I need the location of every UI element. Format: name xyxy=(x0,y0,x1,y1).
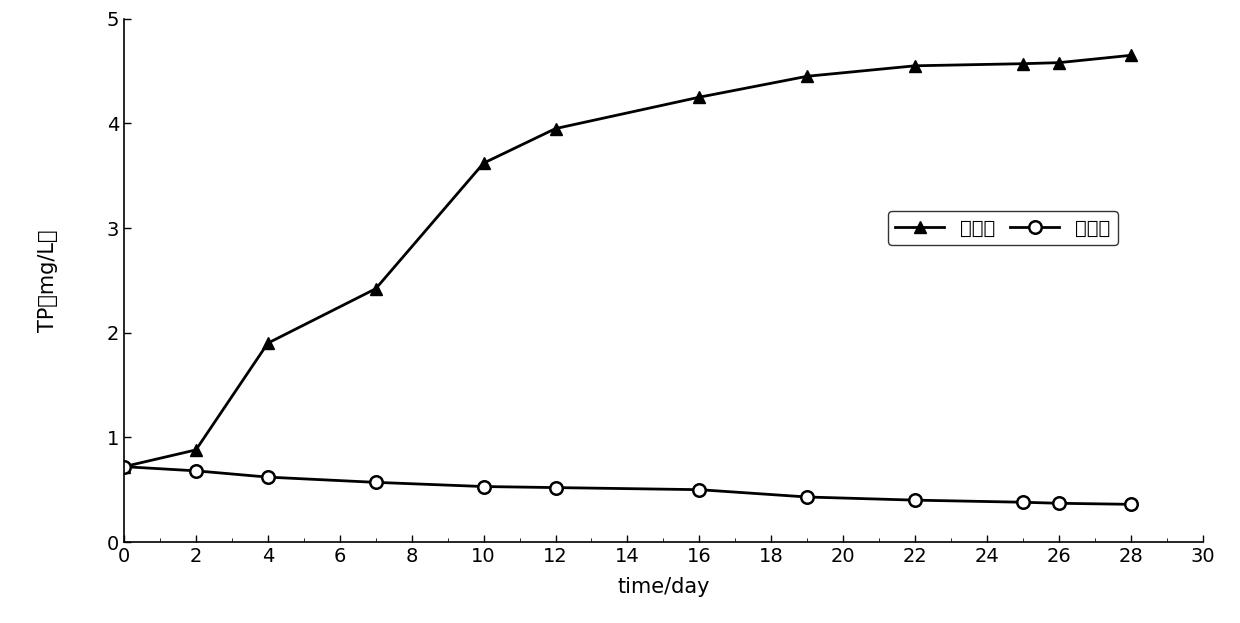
试验组 xyxy=(1123,501,1138,508)
空白组 xyxy=(1052,59,1066,67)
空白组 xyxy=(188,446,203,454)
试验组 xyxy=(1016,498,1030,506)
X-axis label: time/day: time/day xyxy=(618,577,709,597)
试验组 xyxy=(260,473,275,481)
空白组 xyxy=(476,159,491,167)
空白组 xyxy=(1123,52,1138,59)
空白组 xyxy=(117,463,131,470)
试验组 xyxy=(800,493,815,501)
空白组 xyxy=(260,340,275,347)
试验组 xyxy=(908,497,923,504)
试验组 xyxy=(548,484,563,492)
Legend: 空白组, 试验组: 空白组, 试验组 xyxy=(888,211,1117,245)
Line: 空白组: 空白组 xyxy=(118,49,1137,473)
试验组 xyxy=(692,486,707,493)
Text: TP（mg/L）: TP（mg/L） xyxy=(38,229,58,331)
空白组 xyxy=(800,72,815,80)
空白组 xyxy=(368,285,383,292)
空白组 xyxy=(908,62,923,70)
试验组 xyxy=(1052,500,1066,507)
试验组 xyxy=(476,483,491,490)
空白组 xyxy=(692,93,707,101)
空白组 xyxy=(1016,60,1030,67)
试验组 xyxy=(368,478,383,486)
Line: 试验组: 试验组 xyxy=(118,460,1137,511)
试验组 xyxy=(117,463,131,470)
试验组 xyxy=(188,467,203,475)
空白组 xyxy=(548,125,563,132)
